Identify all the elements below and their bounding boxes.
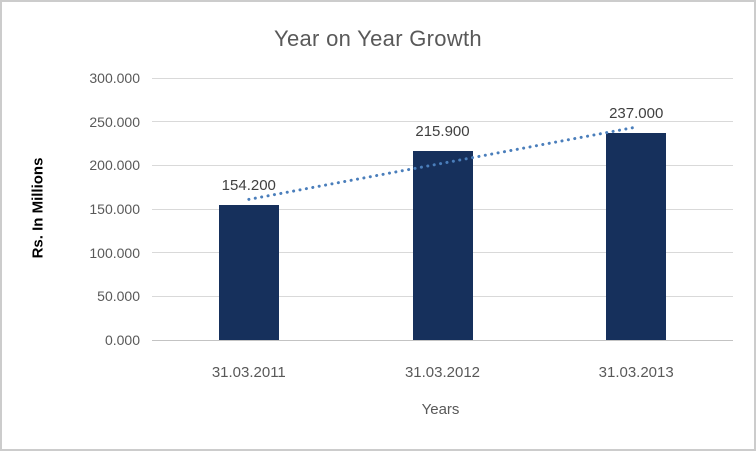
y-tick-label: 50.000	[97, 288, 140, 305]
x-tick-label: 31.03.2011	[211, 364, 286, 381]
x-axis-title: Years	[421, 401, 460, 418]
y-tick-label: 0.000	[104, 332, 140, 348]
y-tick-label: 100.000	[89, 244, 140, 261]
bar-value-label: 215.900	[415, 123, 470, 141]
y-tick-label: 300.000	[89, 70, 140, 86]
gridline	[152, 121, 733, 123]
y-tick-label: 200.000	[89, 157, 140, 174]
x-axis-line	[152, 339, 733, 341]
chart-title: Year on Year Growth	[274, 26, 482, 51]
bar-value-label: 237.000	[609, 105, 664, 122]
x-tick-label: 31.03.2012	[404, 364, 481, 381]
y-tick-label: 150.000	[89, 201, 140, 217]
gridline	[152, 77, 733, 79]
bar	[412, 151, 473, 340]
bar-value-label: 154.200	[221, 177, 276, 195]
y-tick-label: 250.000	[89, 113, 140, 130]
bar	[606, 133, 667, 340]
x-tick-label: 31.03.2013	[598, 364, 674, 381]
bar	[218, 205, 279, 340]
